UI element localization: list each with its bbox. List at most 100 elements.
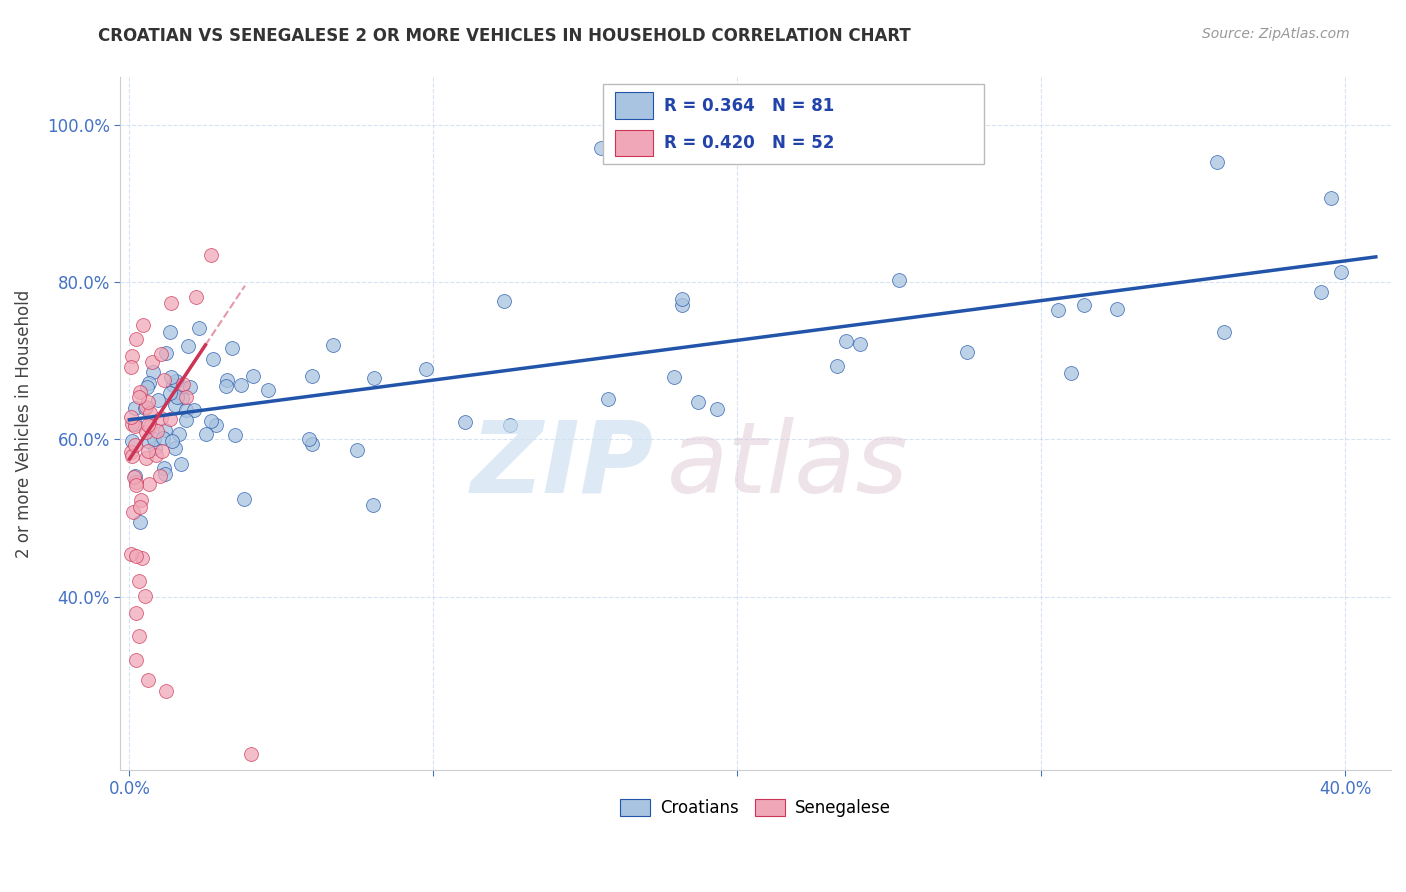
Point xyxy=(124,332,146,346)
Point xyxy=(165,441,187,455)
Point xyxy=(1212,326,1234,340)
Point xyxy=(188,320,211,334)
Y-axis label: 2 or more Vehicles in Household: 2 or more Vehicles in Household xyxy=(15,290,32,558)
Point xyxy=(956,344,979,359)
Point xyxy=(128,384,150,399)
Point xyxy=(136,418,159,433)
Text: atlas: atlas xyxy=(666,417,908,514)
Point xyxy=(159,386,181,401)
Point xyxy=(589,141,612,155)
Point xyxy=(145,448,167,462)
Point xyxy=(124,549,146,563)
Point xyxy=(125,475,148,489)
Point xyxy=(179,380,201,394)
Point xyxy=(135,425,157,439)
Point xyxy=(128,390,150,404)
Point xyxy=(494,293,516,308)
Point xyxy=(121,449,143,463)
Text: CROATIAN VS SENEGALESE 2 OR MORE VEHICLES IN HOUSEHOLD CORRELATION CHART: CROATIAN VS SENEGALESE 2 OR MORE VEHICLE… xyxy=(98,27,911,45)
Point xyxy=(598,392,620,407)
Point xyxy=(152,432,174,446)
Point xyxy=(184,290,207,304)
Point xyxy=(134,589,156,603)
Point xyxy=(172,376,194,391)
Point xyxy=(139,419,162,434)
Point xyxy=(1105,302,1128,317)
Point xyxy=(662,369,685,384)
Point xyxy=(135,450,157,465)
Point xyxy=(240,747,263,762)
Point xyxy=(142,365,165,379)
Point xyxy=(135,380,157,394)
Point xyxy=(139,406,162,420)
Point xyxy=(149,469,172,483)
Point xyxy=(363,370,385,384)
Point xyxy=(131,318,153,333)
Point xyxy=(124,419,146,434)
Point xyxy=(706,402,728,417)
Point xyxy=(153,423,176,437)
Point xyxy=(128,629,150,643)
Point xyxy=(671,298,693,312)
Point xyxy=(146,392,169,407)
Point xyxy=(499,418,522,433)
Point xyxy=(170,457,193,471)
Point xyxy=(121,350,143,364)
Point xyxy=(215,379,238,393)
Point xyxy=(128,574,150,588)
Legend: Croatians, Senegalese: Croatians, Senegalese xyxy=(613,792,898,824)
Point xyxy=(153,461,176,475)
Text: Source: ZipAtlas.com: Source: ZipAtlas.com xyxy=(1202,27,1350,41)
Point xyxy=(136,395,159,409)
Point xyxy=(159,295,181,310)
Point xyxy=(129,493,152,508)
Point xyxy=(849,337,872,351)
Point xyxy=(160,370,183,384)
Point xyxy=(159,411,181,425)
Point xyxy=(124,606,146,620)
Point xyxy=(134,401,156,416)
Point xyxy=(149,411,172,425)
Point xyxy=(233,491,256,506)
Point xyxy=(361,498,384,512)
Point xyxy=(224,428,246,442)
Point xyxy=(129,515,152,529)
Point xyxy=(1060,366,1083,380)
Point xyxy=(150,347,173,361)
Text: ZIP: ZIP xyxy=(471,417,654,514)
Point xyxy=(159,325,181,339)
Point xyxy=(138,376,160,390)
Point xyxy=(887,273,910,287)
Point xyxy=(686,395,709,409)
Point xyxy=(172,380,194,394)
Point xyxy=(202,351,225,366)
Point xyxy=(221,341,243,355)
Point xyxy=(835,334,858,348)
Point xyxy=(172,391,194,405)
Point xyxy=(174,390,197,404)
Point xyxy=(205,417,228,432)
Point xyxy=(165,374,187,388)
Point xyxy=(153,467,176,482)
Point xyxy=(825,359,848,373)
Point xyxy=(301,369,323,384)
Point xyxy=(256,383,278,397)
Point xyxy=(1309,285,1331,299)
Point xyxy=(160,434,183,448)
Point xyxy=(136,443,159,458)
Point xyxy=(150,443,173,458)
Point xyxy=(122,505,145,519)
Point xyxy=(242,369,264,384)
Point xyxy=(229,377,252,392)
Point xyxy=(1073,298,1095,312)
Point xyxy=(301,437,323,451)
Point xyxy=(200,414,222,428)
Point xyxy=(143,432,166,446)
Point xyxy=(1046,302,1069,317)
Point xyxy=(165,398,187,412)
Point xyxy=(124,469,146,483)
Point xyxy=(167,426,190,441)
Point xyxy=(194,427,217,442)
Point xyxy=(217,373,239,387)
Point xyxy=(174,402,197,417)
